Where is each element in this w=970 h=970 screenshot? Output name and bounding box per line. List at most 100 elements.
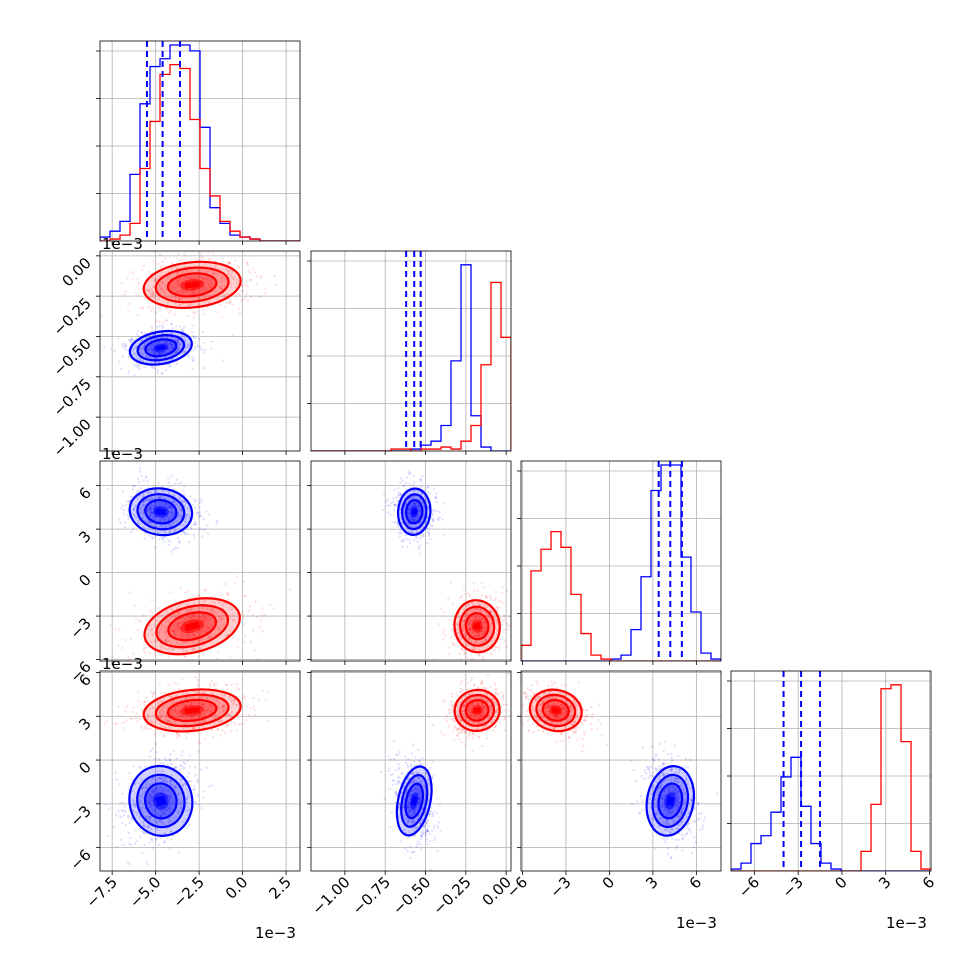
sample-point: [131, 484, 134, 488]
sample-point: [216, 714, 220, 717]
sample-point: [418, 521, 422, 525]
sample-point: [174, 709, 177, 712]
sample-point: [246, 299, 250, 302]
sample-point: [203, 712, 206, 715]
sample-point: [142, 494, 145, 498]
sample-point: [202, 629, 206, 632]
sample-point: [169, 820, 172, 823]
sample-point: [220, 692, 223, 695]
sample-point: [172, 345, 176, 348]
sample-point: [149, 498, 152, 501]
sample-point: [191, 291, 195, 295]
sample-point: [401, 545, 404, 549]
sample-point: [132, 509, 136, 512]
sample-point: [256, 658, 259, 661]
sample-point: [173, 629, 176, 633]
sample-point: [485, 700, 488, 703]
sample-point: [398, 493, 401, 496]
sample-point: [182, 489, 185, 492]
sample-point: [462, 619, 466, 623]
sample-point: [200, 289, 203, 292]
sample-point: [458, 616, 461, 619]
sample-point: [188, 513, 191, 517]
sample-point: [158, 520, 162, 523]
sample-point: [147, 802, 151, 805]
sample-point: [152, 818, 156, 822]
sample-point: [408, 538, 411, 541]
sample-point: [249, 295, 252, 298]
sample-point: [216, 727, 219, 731]
sample-point: [451, 623, 454, 627]
sample-point: [140, 339, 144, 342]
sample-point: [141, 307, 144, 310]
sample-point: [150, 291, 153, 295]
sample-point: [468, 627, 472, 630]
sample-point: [194, 676, 197, 679]
sample-point: [477, 715, 480, 718]
sample-point: [182, 350, 185, 354]
sample-point: [150, 309, 153, 313]
sample-point: [143, 296, 147, 300]
sample-point: [149, 347, 153, 351]
sample-point: [109, 624, 112, 627]
sample-point: [160, 785, 163, 789]
sample-point: [155, 319, 158, 323]
sample-point: [203, 588, 206, 592]
sample-point: [484, 639, 487, 643]
sample-point: [193, 312, 196, 315]
sample-point: [461, 627, 464, 630]
sample-point: [183, 766, 186, 770]
sample-point: [235, 297, 238, 300]
sample-point: [466, 604, 470, 607]
sample-point: [152, 343, 155, 346]
sample-point: [127, 815, 131, 818]
sample-point: [201, 618, 205, 621]
sample-point: [157, 701, 160, 705]
sample-point: [163, 726, 166, 729]
sample-point: [199, 527, 202, 531]
sample-point: [232, 618, 235, 622]
sample-point: [170, 512, 173, 515]
sample-point: [416, 540, 420, 543]
sample-point: [165, 715, 168, 718]
sample-point: [494, 688, 497, 692]
sample-point: [469, 628, 472, 632]
sample-point: [469, 708, 472, 711]
sample-point: [159, 524, 163, 527]
sample-point: [201, 691, 204, 694]
sample-point: [476, 634, 479, 638]
sample-point: [189, 702, 193, 705]
sample-point: [176, 794, 180, 797]
sample-point: [203, 287, 206, 290]
sample-point: [148, 798, 151, 801]
sample-point: [207, 277, 210, 281]
sample-point: [407, 522, 410, 526]
sample-point: [168, 341, 171, 345]
sample-point: [144, 815, 147, 818]
sample-point: [123, 805, 126, 808]
sample-point: [177, 297, 181, 300]
sample-point: [152, 285, 156, 289]
sample-point: [417, 503, 420, 506]
sample-point: [482, 633, 485, 636]
sample-point: [148, 339, 151, 342]
sample-point: [192, 695, 195, 698]
sample-point: [184, 618, 187, 621]
sample-point: [194, 291, 198, 294]
histogram-red: [311, 281, 511, 451]
sample-point: [173, 784, 176, 787]
sample-point: [167, 807, 170, 810]
sample-point: [167, 655, 171, 658]
grid: [100, 671, 300, 871]
sample-point: [194, 800, 197, 804]
sample-point: [174, 351, 178, 354]
sample-point: [456, 714, 459, 718]
sample-point: [466, 710, 469, 713]
sample-point: [186, 732, 189, 735]
sample-point: [482, 603, 485, 606]
sample-point: [172, 800, 175, 803]
sample-point: [143, 807, 146, 810]
sample-point: [122, 813, 125, 817]
sample-point: [177, 259, 181, 262]
sample-point: [171, 714, 174, 717]
